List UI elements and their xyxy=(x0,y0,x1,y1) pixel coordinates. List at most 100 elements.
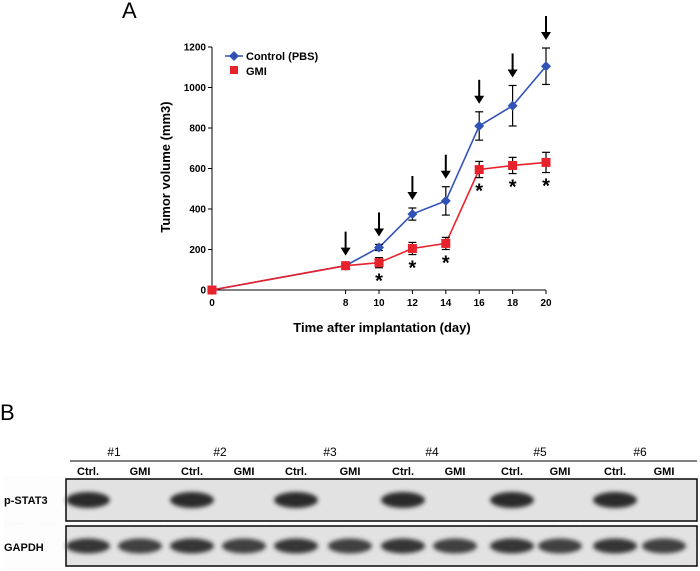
band-ctrl xyxy=(274,492,318,508)
lane-label-ctrl: Ctrl. xyxy=(501,466,523,478)
blot-group-label: #4 xyxy=(425,445,439,459)
x-tick-label: 8 xyxy=(343,298,349,309)
blot-group-label: #2 xyxy=(213,445,227,459)
y-tick-label: 800 xyxy=(189,124,206,135)
arrow-head xyxy=(440,170,451,179)
series-line-gmi xyxy=(211,161,547,291)
band-ctrl xyxy=(593,538,637,554)
blot-lane-labels: Ctrl. GMI Ctrl. GMI Ctrl. GMI Ctrl. GMI Ctrl. GMI… xyxy=(77,466,674,478)
blot-row-label: p-STAT3 xyxy=(4,495,48,507)
data-point-gmi xyxy=(341,261,351,271)
band-gmi xyxy=(222,538,266,554)
blot-rows: p-STAT3 GAPDH xyxy=(4,478,698,567)
legend-marker-gmi xyxy=(230,66,238,74)
lane-label-gmi: GMI xyxy=(234,466,255,478)
series-layer xyxy=(207,47,551,295)
data-point-control xyxy=(440,195,451,206)
y-tick-label: 1000 xyxy=(184,83,207,94)
series-gmi xyxy=(207,151,551,295)
treatment-arrow xyxy=(340,231,351,256)
arrow-head xyxy=(340,247,351,256)
data-point-gmi xyxy=(508,160,518,170)
significance-star: * xyxy=(375,271,383,293)
x-tick-label: 14 xyxy=(440,298,452,309)
data-point-gmi xyxy=(207,285,217,295)
data-point-control xyxy=(541,61,551,72)
legend-marker-control xyxy=(229,51,239,61)
lane-label-gmi: GMI xyxy=(654,466,675,478)
arrow-head xyxy=(407,191,418,200)
data-point-gmi xyxy=(441,238,451,248)
significance-stars: * * * * * * xyxy=(375,176,550,293)
blot-group-labels: #1 #2 #3 #4 #5 #6 xyxy=(107,445,647,459)
blot-bands xyxy=(66,538,686,554)
band-gmi xyxy=(538,538,582,554)
blot-row-label: GAPDH xyxy=(4,542,44,554)
lane-label-ctrl: Ctrl. xyxy=(392,466,414,478)
legend-item-gmi: GMI xyxy=(230,66,267,78)
data-point-gmi xyxy=(407,243,417,253)
y-axis-ticks: 0 200 400 600 800 1000 1200 xyxy=(184,43,212,297)
data-point-gmi xyxy=(374,258,384,268)
blot-group-label: #3 xyxy=(323,445,337,459)
blot-group-label: #1 xyxy=(107,445,121,459)
treatment-arrow xyxy=(374,212,384,237)
treatment-arrow xyxy=(474,79,485,104)
data-point-gmi xyxy=(541,157,551,167)
x-axis-title: Time after implantation (day) xyxy=(293,320,470,335)
panel-a-label: A xyxy=(122,0,137,23)
significance-star: * xyxy=(509,177,517,199)
treatment-arrow xyxy=(507,53,518,78)
band-gmi xyxy=(642,538,686,554)
lane-label-ctrl: Ctrl. xyxy=(181,466,203,478)
significance-star: * xyxy=(409,258,417,280)
y-tick-label: 400 xyxy=(189,205,206,216)
treatment-arrow xyxy=(440,154,451,179)
legend-label-gmi: GMI xyxy=(246,66,267,78)
data-point-gmi xyxy=(474,165,484,175)
band-ctrl xyxy=(381,538,425,554)
band-gmi xyxy=(118,538,162,554)
blot-bands xyxy=(66,492,637,508)
band-ctrl xyxy=(490,492,534,508)
x-tick-label: 16 xyxy=(474,298,486,309)
data-point-control xyxy=(407,209,418,220)
legend-item-control: Control (PBS) xyxy=(225,51,318,63)
chart-axes xyxy=(211,47,546,291)
y-tick-label: 0 xyxy=(200,286,206,297)
band-ctrl xyxy=(490,538,534,554)
arrow-head xyxy=(374,228,384,237)
blot-row-p-stat3: p-STAT3 xyxy=(4,478,698,522)
lane-label-gmi: GMI xyxy=(445,466,466,478)
blot-group-label: #5 xyxy=(533,445,547,459)
band-ctrl xyxy=(593,492,637,508)
blot-group-label: #6 xyxy=(633,445,647,459)
legend-label-control: Control (PBS) xyxy=(246,51,318,63)
band-gmi xyxy=(433,538,477,554)
band-ctrl xyxy=(170,492,214,508)
data-point-control xyxy=(474,120,485,131)
significance-star: * xyxy=(542,176,550,198)
data-point-control xyxy=(507,100,518,111)
panel-b-label: B xyxy=(0,400,15,425)
series-line-control xyxy=(211,65,547,291)
x-tick-label: 20 xyxy=(540,298,552,309)
band-ctrl xyxy=(66,492,110,508)
lane-label-gmi: GMI xyxy=(130,466,151,478)
y-axis-title: Tumor volume (mm3) xyxy=(158,101,173,232)
treatment-arrows xyxy=(340,16,551,256)
x-axis-ticks: 0 8 10 12 14 16 18 20 xyxy=(209,290,552,309)
lane-label-gmi: GMI xyxy=(340,466,361,478)
arrow-head xyxy=(541,32,551,41)
y-tick-label: 1200 xyxy=(184,43,207,54)
arrow-head xyxy=(507,69,518,78)
treatment-arrow xyxy=(407,175,418,200)
band-ctrl xyxy=(381,492,425,508)
x-tick-label: 12 xyxy=(407,298,419,309)
significance-star: * xyxy=(442,253,450,275)
lane-label-ctrl: Ctrl. xyxy=(604,466,626,478)
chart-legend: Control (PBS) GMI xyxy=(225,51,318,78)
band-ctrl xyxy=(66,538,110,554)
lane-label-ctrl: Ctrl. xyxy=(285,466,307,478)
